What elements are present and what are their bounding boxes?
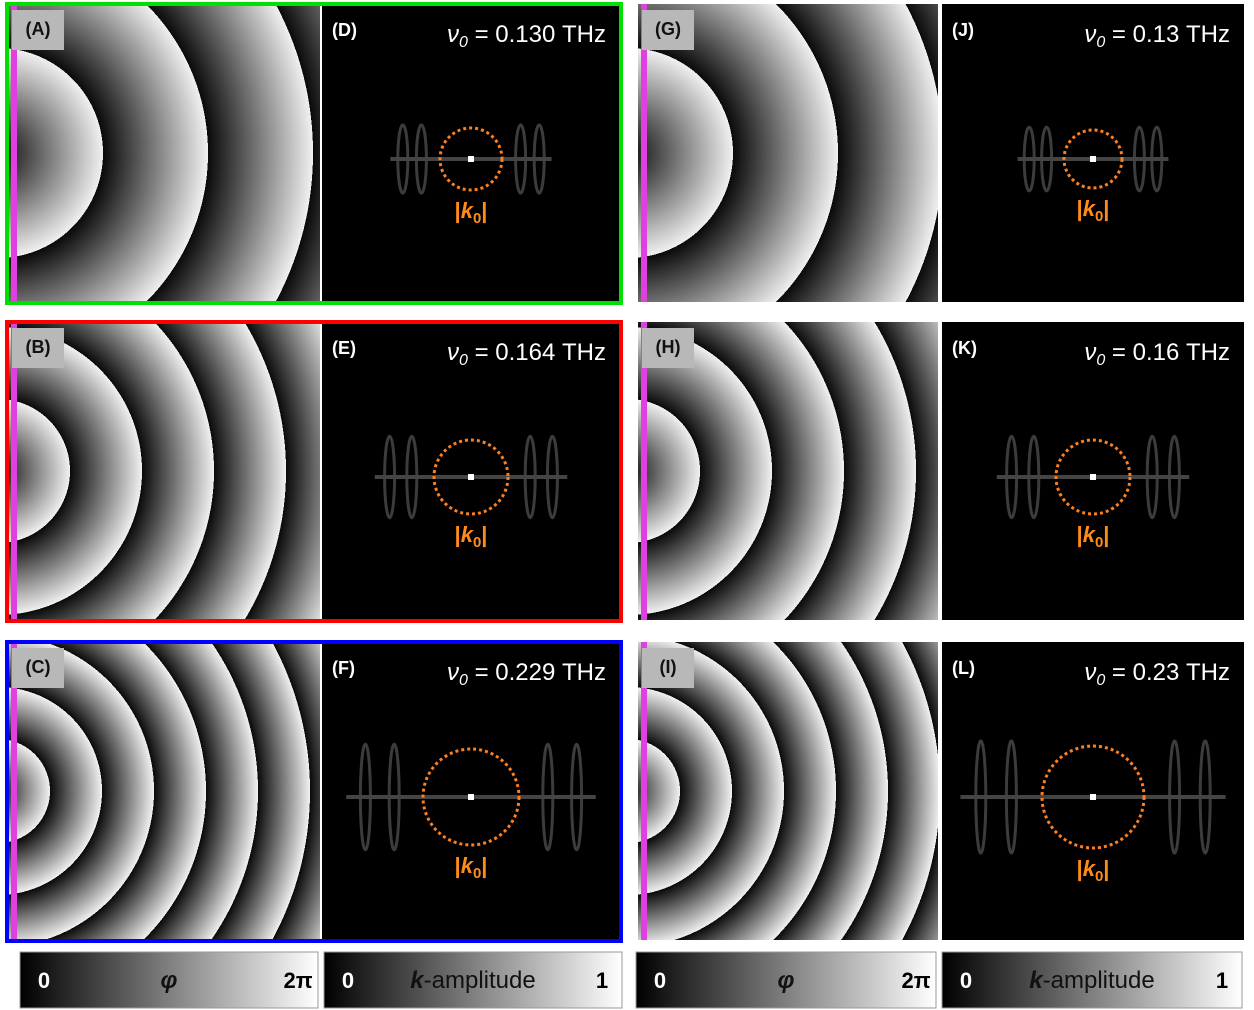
colorbar-min: 0 [960,968,972,993]
colorbar-title: φ [161,967,178,994]
panel-label: (B) [26,337,51,357]
freq-value: = 0.13 THz [1105,21,1230,48]
k-sub: 0 [473,210,481,227]
colorbar-max: 2π [283,968,312,993]
k-center [468,794,474,800]
nu: ν [447,21,459,48]
symbol: φ [778,967,795,994]
k-sub: 0 [1095,868,1103,885]
colorbar-min: 0 [342,968,354,993]
k-sub: 0 [473,865,481,882]
k-map [322,4,620,302]
nu: ν [1084,659,1096,686]
freq-value: = 0.229 THz [468,659,606,686]
nu: ν [1084,21,1096,48]
panel-label: (L) [952,658,975,678]
symbol-rest: -amplitude [424,967,536,994]
colorbar-title: k-amplitude [1029,967,1154,994]
k-map [322,322,620,620]
panel-label: (J) [952,20,974,40]
k-center [1090,474,1096,480]
colorbar-title: k-amplitude [410,967,535,994]
k-close: | [481,198,487,223]
k-close: | [1103,522,1109,547]
frequency: ν0 = 0.229 THz [447,659,606,689]
panel-label: (C) [26,657,51,677]
k0-label: |k0| [455,522,488,551]
nu-sub: 0 [1096,672,1105,689]
k-center [468,156,474,162]
figure: (A)(B)(C)(G)(H)(I)(D)ν0 = 0.130 THz|k0|(… [0,0,1254,1010]
panel-label: (E) [332,338,356,358]
k-map [942,4,1244,302]
nu: ν [447,659,459,686]
k-sub: 0 [1095,534,1103,551]
panel-label: (D) [332,20,357,40]
panel-label: (F) [332,658,355,678]
colorbar-min: 0 [654,968,666,993]
nu-sub: 0 [459,352,468,369]
symbol-rest: -amplitude [1043,967,1155,994]
k-close: | [481,522,487,547]
symbol: φ [161,967,178,994]
k0-label: |k0| [455,853,488,882]
frequency: ν0 = 0.23 THz [1084,659,1230,689]
colorbar-max: 1 [596,968,608,993]
k-center [468,474,474,480]
k0-label: |k0| [1077,196,1110,225]
nu: ν [1084,339,1096,366]
k-sub: 0 [1095,208,1103,225]
frequency: ν0 = 0.13 THz [1084,21,1230,51]
k-center [1090,794,1096,800]
colorbar-title: φ [778,967,795,994]
frequency: ν0 = 0.130 THz [447,21,606,51]
k-center [1090,156,1096,162]
panel-label: (I) [660,657,677,677]
frequency: ν0 = 0.164 THz [447,339,606,369]
k-map [942,642,1244,940]
k-map [942,322,1244,620]
colorbar-max: 2π [901,968,930,993]
freq-value: = 0.164 THz [468,339,606,366]
panel-label: (G) [655,19,681,39]
panel-label: (K) [952,338,977,358]
freq-value: = 0.130 THz [468,21,606,48]
k0-label: |k0| [1077,856,1110,885]
k-sub: 0 [473,534,481,551]
colorbar-min: 0 [38,968,50,993]
k-close: | [1103,856,1109,881]
nu-sub: 0 [459,672,468,689]
freq-value: = 0.23 THz [1105,659,1230,686]
k-close: | [481,853,487,878]
panel-label: (H) [656,337,681,357]
k-map [322,642,620,940]
frequency: ν0 = 0.16 THz [1084,339,1230,369]
nu: ν [447,339,459,366]
nu-sub: 0 [1096,34,1105,51]
colorbar-max: 1 [1216,968,1228,993]
panel-label: (A) [26,19,51,39]
nu-sub: 0 [459,34,468,51]
k0-label: |k0| [1077,522,1110,551]
k0-label: |k0| [455,198,488,227]
nu-sub: 0 [1096,352,1105,369]
k-close: | [1103,196,1109,221]
freq-value: = 0.16 THz [1105,339,1230,366]
